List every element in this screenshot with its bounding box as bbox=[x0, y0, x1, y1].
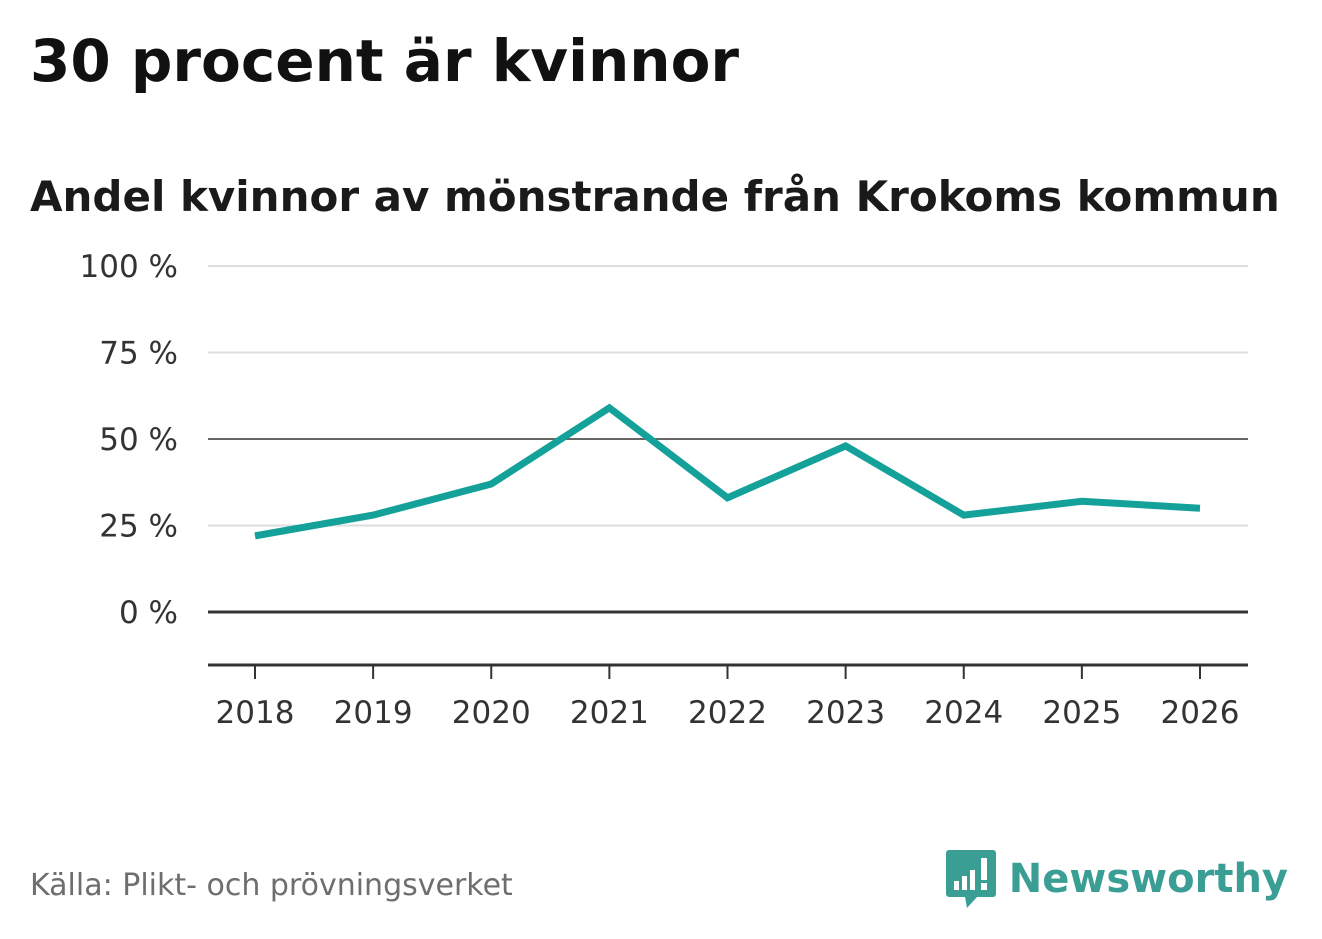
y-tick-label: 25 % bbox=[99, 509, 178, 545]
x-tick-label: 2022 bbox=[688, 695, 767, 731]
x-tick-label: 2026 bbox=[1161, 695, 1240, 731]
series-layer bbox=[254, 403, 1201, 540]
newsworthy-logo-icon bbox=[945, 850, 996, 908]
x-tick-label: 2025 bbox=[1042, 695, 1121, 731]
x-tick-label: 2021 bbox=[570, 695, 649, 731]
chart-subtitle: Andel kvinnor av mönstrande från Krokoms… bbox=[30, 172, 1280, 221]
x-axis: 2018 2019 2020 2021 2022 2023 2024 2025 2026 bbox=[208, 663, 1248, 731]
brand-name: Newsworthy bbox=[1008, 856, 1288, 902]
x-tick-label: 2023 bbox=[806, 695, 885, 731]
series-line bbox=[254, 403, 1201, 540]
y-tick-label: 0 % bbox=[119, 595, 178, 631]
y-tick-label: 75 % bbox=[99, 336, 178, 372]
x-tick-label: 2018 bbox=[216, 695, 295, 731]
y-tick-label: 100 % bbox=[80, 249, 178, 285]
y-axis-tick-labels: 0 % 25 % 50 % 75 % 100 % bbox=[80, 249, 178, 631]
x-tick-label: 2020 bbox=[452, 695, 531, 731]
gridlines bbox=[208, 265, 1248, 614]
y-tick-label: 50 % bbox=[99, 422, 178, 458]
source-note: Källa: Plikt- och prövningsverket bbox=[30, 868, 513, 903]
x-tick-label: 2019 bbox=[334, 695, 413, 731]
x-tick-label: 2024 bbox=[924, 695, 1003, 731]
chart-title: 30 procent är kvinnor bbox=[30, 27, 740, 95]
brand-logo: Newsworthy bbox=[945, 848, 1288, 910]
